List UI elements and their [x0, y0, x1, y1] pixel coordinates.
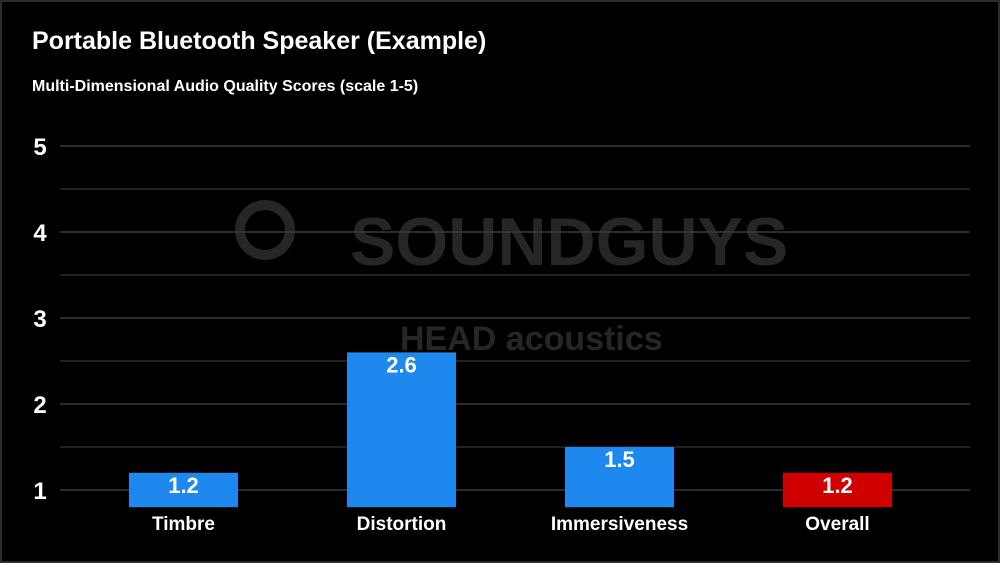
- value-label: 1.2: [822, 473, 853, 498]
- chart-subtitle: Multi-Dimensional Audio Quality Scores (…: [32, 78, 419, 95]
- watermark-logo: SOUNDGUYS HEAD acoustics: [235, 200, 788, 358]
- bar-immersiveness: [565, 447, 674, 508]
- y-tick-label: 4: [33, 220, 47, 247]
- bar-overall: [783, 472, 892, 508]
- y-tick-label: 5: [33, 134, 46, 161]
- category-label: Immersiveness: [551, 514, 688, 535]
- watermark-head-acoustics: HEAD acoustics: [400, 320, 663, 358]
- y-tick-label: 3: [33, 306, 46, 333]
- watermark-headphone-icon: [235, 200, 295, 260]
- watermark-soundguys: SOUNDGUYS: [350, 204, 788, 280]
- value-label: 2.6: [386, 352, 417, 377]
- y-tick-label: 1: [33, 478, 46, 505]
- value-label: 1.5: [604, 447, 635, 472]
- y-tick-label: 2: [33, 392, 46, 419]
- category-label: Distortion: [357, 514, 447, 535]
- value-label: 1.2: [168, 473, 199, 498]
- category-label: Timbre: [152, 514, 215, 535]
- bar-distortion: [347, 352, 456, 508]
- chart-title: Portable Bluetooth Speaker (Example): [32, 27, 487, 55]
- bar-timbre: [129, 472, 238, 508]
- category-label: Overall: [805, 514, 869, 535]
